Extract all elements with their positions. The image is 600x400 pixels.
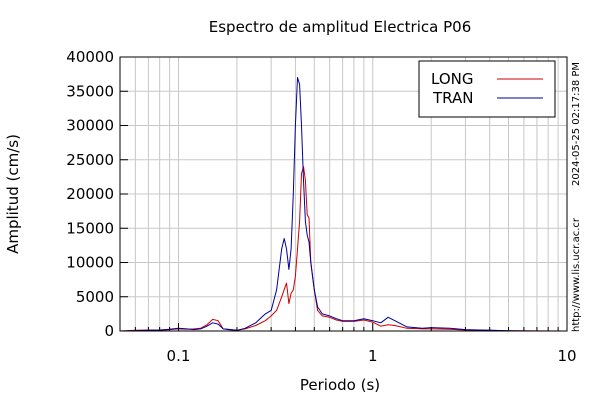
y-tick-label: 20000: [66, 185, 114, 203]
y-tick-label: 30000: [66, 117, 114, 135]
source-url-label: http://www.lis.ucr.ac.cr: [571, 218, 582, 332]
y-tick-label: 0: [104, 322, 114, 340]
axis-ticks: 0 5000 10000 15000 20000 25000 30000 35000 40000…: [66, 48, 576, 365]
x-tick-label: 0.1: [167, 347, 191, 365]
series-line-tran: [119, 77, 567, 332]
y-tick-label: 25000: [66, 151, 114, 169]
y-tick-label: 35000: [66, 82, 114, 100]
y-tick-label: 40000: [66, 48, 114, 66]
legend: LONG TRAN: [418, 60, 556, 118]
legend-label-tran: TRAN: [432, 89, 473, 107]
y-axis-label: Amplitud (cm/s): [4, 134, 22, 254]
x-tick-label: 1: [368, 347, 378, 365]
series-line-long: [119, 166, 568, 332]
legend-label-long: LONG: [431, 70, 473, 88]
y-tick-label: 15000: [66, 219, 114, 237]
y-tick-label: 5000: [76, 288, 114, 306]
legend-box: [418, 60, 556, 118]
chart-title: Espectro de amplitud Electrica P06: [209, 18, 472, 36]
series-layer: [119, 77, 568, 332]
x-axis-label: Periodo (s): [300, 376, 380, 394]
y-tick-label: 10000: [66, 254, 114, 272]
x-tick-label: 10: [557, 347, 576, 365]
timestamp-label: 2024-05-25 02:17:38 PM: [571, 61, 582, 186]
